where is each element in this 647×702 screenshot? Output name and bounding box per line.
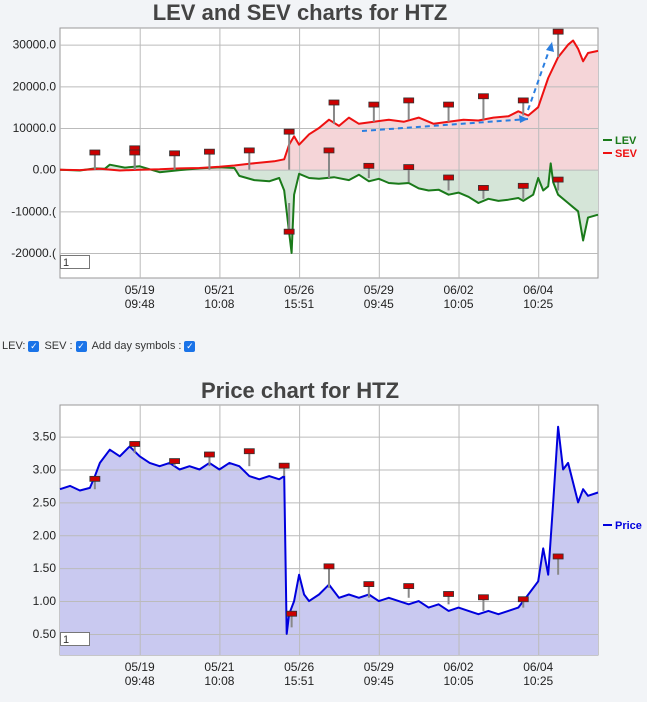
series-line-sev — [59, 39, 599, 172]
day-symbol-icon — [204, 451, 215, 458]
day-symbol-icon — [323, 147, 335, 154]
x-tick-label: 09:45 — [364, 297, 394, 311]
annotation-arrow-2 — [527, 41, 553, 111]
legend-label-lev: LEV — [615, 135, 637, 147]
x-tick-label: 05/21 — [204, 283, 234, 297]
day-symbol-icon — [403, 583, 415, 589]
day-symbol-icon — [89, 149, 101, 156]
series-fill-lev — [60, 163, 598, 253]
day-symbol-icon — [517, 97, 529, 104]
lev-checkbox[interactable]: ✓ — [28, 340, 40, 352]
y-tick-label: -20000.( — [11, 246, 56, 260]
y-tick-label: 1.50 — [33, 561, 57, 575]
x-tick-label: 09:45 — [364, 674, 394, 688]
x-tick-label: 09:48 — [125, 674, 155, 688]
x-tick-label: 05/26 — [284, 660, 314, 674]
day-symbol-icon — [129, 441, 141, 447]
y-tick-label: 2.50 — [33, 495, 57, 509]
annotation-arrow-1 — [361, 118, 529, 132]
y-tick-label: -10000.( — [11, 204, 56, 218]
x-tick-label: 05/19 — [125, 660, 155, 674]
y-tick-label: 3.00 — [33, 462, 57, 476]
x-tick-label: 10:08 — [204, 297, 234, 311]
day-symbol-icon — [478, 93, 489, 100]
x-tick-label: 05/26 — [284, 283, 314, 297]
chart-controls: LEV: ✓ SEV : ✓ Add day symbols : ✓ — [2, 340, 198, 352]
day-symbol-icon — [478, 185, 489, 191]
day-symbol-icon — [283, 128, 295, 135]
chart2-title: Price chart for HTZ — [200, 378, 400, 403]
day-symbol-icon — [89, 475, 101, 482]
day-symbol-icon — [363, 162, 375, 169]
day-symbol-icon — [478, 594, 489, 601]
y-tick-label: 20000.0 — [13, 79, 57, 93]
y-tick-label: 0.50 — [33, 627, 57, 641]
y-tick-label: 2.00 — [33, 528, 57, 542]
day-symbol-icon — [278, 462, 290, 469]
x-tick-label: 10:05 — [444, 297, 474, 311]
day-symbol-icon — [323, 563, 335, 570]
day-symbol-icon — [552, 553, 564, 560]
day-symbol-icon — [204, 148, 215, 155]
lev-toggle-label: LEV: — [2, 340, 26, 352]
x-tick-label: 06/02 — [444, 283, 474, 297]
day-symbol-icon — [443, 174, 454, 181]
x-tick-label: 15:51 — [284, 674, 314, 688]
day-symbol-icon — [286, 610, 298, 617]
zoom-input-chart2[interactable]: 1 — [60, 632, 90, 646]
x-tick-label: 06/04 — [523, 283, 553, 297]
day-symbols-label: Add day symbols : — [91, 340, 182, 352]
zoom-input-chart1[interactable]: 1 — [60, 255, 90, 269]
x-tick-label: 06/04 — [523, 660, 553, 674]
x-tick-label: 09:48 — [125, 297, 155, 311]
day-symbol-icon — [328, 99, 340, 106]
x-tick-label: 06/02 — [444, 660, 474, 674]
day-symbol-icon — [552, 176, 564, 183]
day-symbol-icon — [517, 596, 529, 603]
annotation-arrow-head-1 — [519, 115, 528, 123]
day-symbols-checkbox[interactable]: ✓ — [184, 340, 196, 352]
legend-label-price: Price — [615, 520, 642, 532]
sev-checkbox[interactable]: ✓ — [75, 340, 87, 352]
x-tick-label: 05/19 — [125, 283, 155, 297]
x-tick-label: 05/29 — [364, 283, 394, 297]
day-symbol-icon — [283, 228, 295, 235]
x-tick-label: 10:25 — [523, 674, 553, 688]
day-symbol-icon — [517, 182, 529, 189]
y-tick-label: 3.50 — [33, 430, 57, 444]
x-tick-label: 10:25 — [523, 297, 553, 311]
series-fill-sev — [60, 40, 598, 171]
y-tick-label: 1.00 — [33, 594, 57, 608]
x-tick-label: 10:08 — [204, 674, 234, 688]
annotation-arrow-head-2 — [546, 42, 554, 52]
day-symbol-icon — [243, 147, 255, 154]
day-symbol-icon — [368, 101, 380, 108]
x-tick-label: 05/21 — [204, 660, 234, 674]
y-tick-label: 0.00 — [33, 163, 57, 177]
x-tick-label: 15:51 — [284, 297, 314, 311]
day-symbol-icon — [552, 28, 564, 35]
legend-label-sev: SEV — [615, 148, 638, 160]
y-tick-label: 10000.0 — [13, 121, 57, 135]
x-tick-label: 05/29 — [364, 660, 394, 674]
day-symbol-icon — [403, 97, 415, 104]
y-tick-label: 30000.0 — [13, 38, 57, 52]
day-symbol-icon — [443, 101, 454, 108]
day-symbol-icon — [443, 591, 454, 597]
x-tick-label: 10:05 — [444, 674, 474, 688]
chart1-title: LEV and SEV charts for HTZ — [152, 0, 448, 25]
day-symbol-icon — [169, 150, 180, 157]
sev-toggle-label: SEV : — [44, 340, 73, 352]
day-symbol-icon — [403, 164, 415, 170]
day-symbol-icon — [363, 581, 375, 588]
day-symbol-icon — [243, 448, 255, 455]
day-symbol-icon — [129, 149, 141, 156]
series-fill-price — [60, 426, 598, 655]
day-symbol-icon — [169, 458, 180, 464]
